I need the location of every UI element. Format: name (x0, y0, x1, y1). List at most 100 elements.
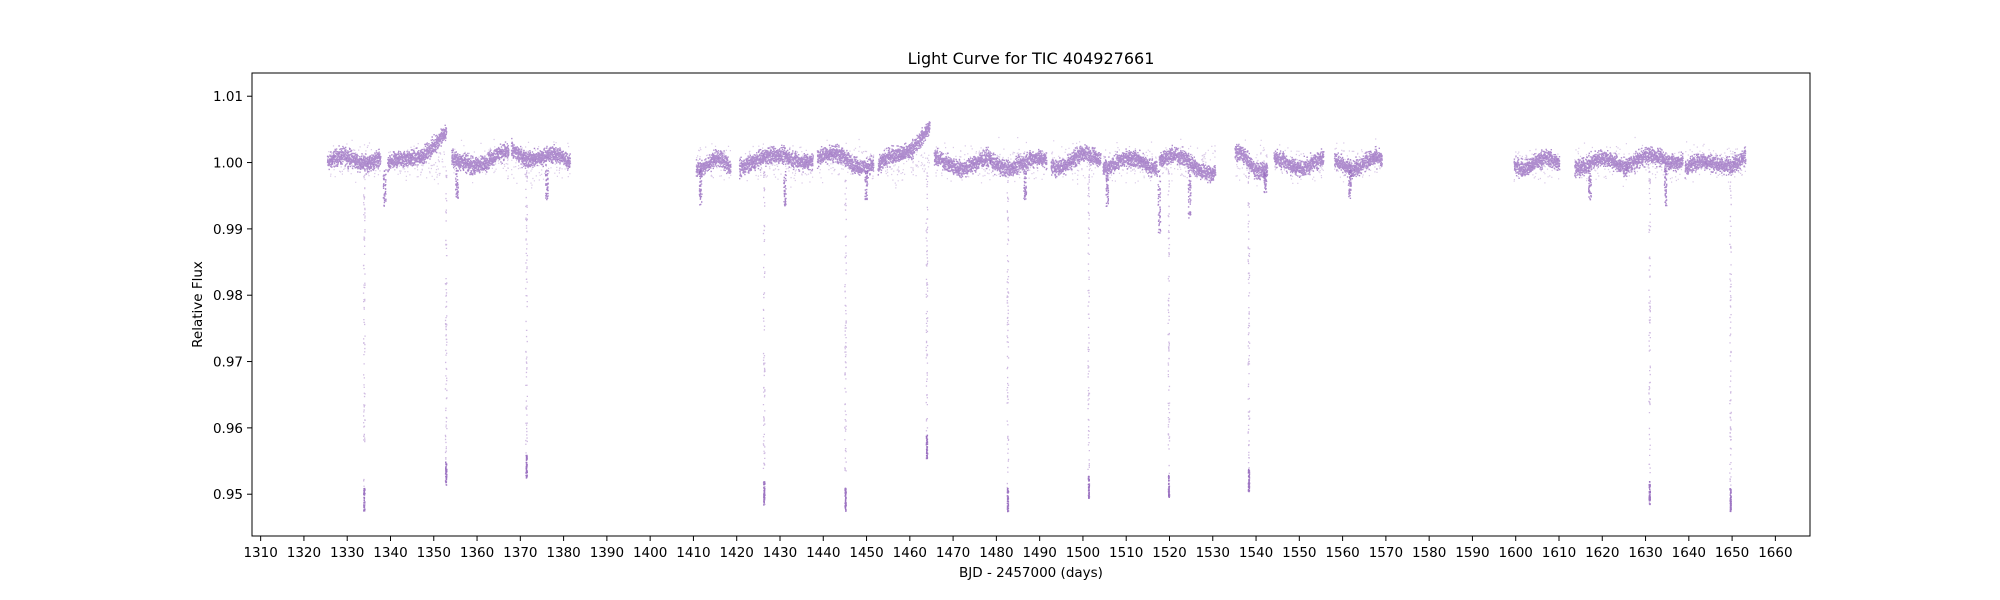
x-tick-label: 1440 (806, 545, 840, 561)
transit-ingress-points (925, 172, 929, 457)
shallow-dip-1 (455, 169, 459, 199)
x-tick-label: 1600 (1499, 545, 1533, 561)
x-axis-label: BJD - 2457000 (days) (959, 565, 1103, 581)
transit-3 (762, 171, 766, 506)
dip-points (545, 170, 549, 201)
transit-ingress-points (1648, 171, 1652, 506)
transit-7 (1087, 169, 1091, 499)
shallow-dip-12 (1588, 169, 1592, 201)
data-segment-3 (510, 137, 572, 189)
y-tick-label: 0.99 (213, 222, 243, 238)
data-points (738, 144, 814, 180)
transit-ingress-points (1729, 181, 1732, 506)
shallow-dip-10 (1263, 171, 1268, 194)
dip-points (1263, 171, 1268, 194)
data-outliers (1626, 136, 1684, 183)
transit-9 (1247, 172, 1251, 493)
y-tick-label: 0.96 (213, 421, 243, 437)
dip-points (1588, 169, 1592, 201)
data-outliers (327, 139, 381, 183)
y-axis-ticks: 0.95 0.96 0.97 0.98 0.99 1.00 1.01 (213, 89, 252, 503)
x-tick-label: 1530 (1196, 545, 1230, 561)
transit-1 (444, 170, 448, 486)
data-points (695, 149, 732, 177)
x-tick-label: 1360 (460, 545, 494, 561)
data-points (933, 146, 992, 179)
data-points (1333, 146, 1383, 180)
shallow-dip-5 (864, 170, 869, 201)
data-outliers (1684, 141, 1747, 183)
dip-points (1347, 169, 1352, 199)
data-points-layer (326, 121, 1747, 513)
x-tick-label: 1470 (936, 545, 970, 561)
data-points (1513, 148, 1561, 179)
transit-ingress-points (525, 170, 528, 476)
x-tick-label: 1660 (1758, 545, 1792, 561)
data-segment-7 (877, 121, 931, 189)
transit-bottom-points (363, 487, 366, 512)
data-outliers (511, 141, 571, 189)
transit-bottom-points (1167, 474, 1171, 498)
x-tick-label: 1410 (676, 545, 710, 561)
y-tick-label: 1.00 (213, 156, 243, 172)
x-tick-label: 1390 (590, 545, 624, 561)
dip-points (864, 170, 869, 201)
data-outliers (1513, 148, 1560, 184)
data-points (1234, 143, 1269, 181)
x-tick-label: 1650 (1715, 545, 1749, 561)
x-tick-label: 1490 (1022, 545, 1056, 561)
x-tick-label: 1510 (1109, 545, 1143, 561)
data-points (451, 141, 510, 176)
data-segment-10 (1050, 140, 1102, 185)
data-segment-11 (1102, 141, 1158, 184)
dip-points (382, 169, 387, 207)
transit-bottom-points (844, 487, 847, 512)
transit-6 (1006, 176, 1010, 513)
x-tick-label: 1330 (330, 545, 364, 561)
x-tick-label: 1540 (1239, 545, 1273, 561)
transit-8 (1167, 169, 1171, 498)
data-outliers (695, 143, 732, 181)
y-axis-label: Relative Flux (190, 261, 206, 348)
data-segment-9 (989, 136, 1048, 183)
transit-bottom-points (763, 481, 766, 506)
data-segment-18 (1626, 136, 1684, 183)
data-points (510, 137, 572, 171)
data-points (326, 145, 382, 175)
data-points (1626, 146, 1684, 177)
shallow-dip-4 (783, 171, 787, 207)
data-segment-1 (387, 124, 448, 185)
transit-10 (1648, 171, 1652, 506)
transit-ingress-points (362, 169, 366, 512)
plot-area-frame (251, 72, 1811, 537)
shallow-dip-6 (1023, 169, 1028, 201)
x-tick-label: 1630 (1628, 545, 1662, 561)
dip-points (1663, 169, 1668, 207)
data-points (1102, 148, 1158, 180)
data-segment-12 (1158, 138, 1217, 184)
data-segment-16 (1513, 148, 1561, 184)
transit-2 (525, 170, 528, 479)
transit-bottom-points (1006, 487, 1010, 513)
x-tick-label: 1590 (1455, 545, 1489, 561)
dip-points (455, 169, 459, 199)
x-tick-label: 1580 (1412, 545, 1446, 561)
dip-points (783, 171, 787, 207)
x-tick-label: 1320 (287, 545, 321, 561)
y-tick-label: 0.98 (213, 288, 243, 304)
shallow-dip-13 (1663, 169, 1668, 207)
data-points (877, 121, 931, 176)
data-outliers (738, 143, 814, 188)
data-outliers (934, 142, 991, 184)
dip-points (1187, 169, 1192, 219)
x-tick-label: 1610 (1542, 545, 1576, 561)
x-tick-label: 1560 (1325, 545, 1359, 561)
shallow-dip-3 (698, 170, 703, 206)
shallow-dip-0 (382, 169, 387, 207)
data-outliers (990, 136, 1047, 183)
data-segment-14 (1273, 144, 1325, 184)
data-segment-2 (451, 138, 510, 184)
shallow-dip-2 (545, 170, 549, 201)
transit-bottom-points (1729, 488, 1732, 513)
